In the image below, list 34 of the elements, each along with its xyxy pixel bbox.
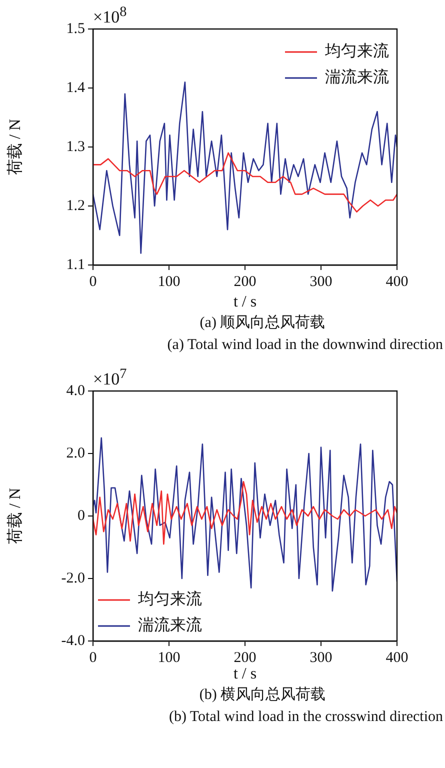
legend-label: 湍流来流 — [325, 68, 389, 86]
x-axis-title: t / s — [233, 666, 257, 683]
y-axis-title: 荷载 / N — [6, 118, 24, 175]
x-tick-label: 300 — [310, 650, 332, 666]
legend-label: 湍流来流 — [138, 616, 202, 634]
y-tick-label: 1.2 — [66, 198, 85, 214]
text: (a) Total wind load in the downwind direction — [166, 336, 444, 355]
x-tick-label: 200 — [234, 650, 256, 666]
y-axis-title: 荷载 / N — [6, 488, 24, 544]
y-tick-label: 4.0 — [66, 382, 85, 399]
x-tick-label: 0 — [89, 274, 97, 290]
x-tick-label: 0 — [89, 650, 97, 666]
y-tick-label: 0 — [78, 508, 85, 524]
x-tick-label: 400 — [386, 274, 408, 290]
x-tick-label: 200 — [234, 274, 256, 290]
legend-label: 均匀来流 — [137, 590, 202, 608]
text: ×10$^{8}$ — [93, 3, 127, 28]
y-tick-label: -4.0 — [61, 632, 85, 649]
text: (b) 横风向总风荷载 — [198, 686, 327, 705]
y-tick-label: 1.4 — [66, 80, 86, 96]
y-tick-label: 1.3 — [66, 138, 85, 155]
text: (b) Total wind load in the crosswind direction — [168, 708, 444, 727]
legend-label: 均匀来流 — [324, 42, 389, 60]
x-axis-title: t / s — [233, 294, 257, 311]
y-tick-label: 2.0 — [66, 445, 85, 462]
y-tick-label: -2.0 — [61, 570, 85, 586]
x-tick-label: 100 — [158, 650, 180, 666]
x-tick-label: 300 — [310, 274, 332, 290]
y-tick-label: 1.5 — [66, 20, 85, 37]
text: (a) 顺风向总风荷载 — [198, 314, 326, 333]
text: ×10$^{7}$ — [93, 365, 127, 390]
x-tick-label: 400 — [386, 650, 408, 666]
x-tick-label: 100 — [158, 274, 180, 290]
y-tick-label: 1.1 — [66, 256, 85, 273]
